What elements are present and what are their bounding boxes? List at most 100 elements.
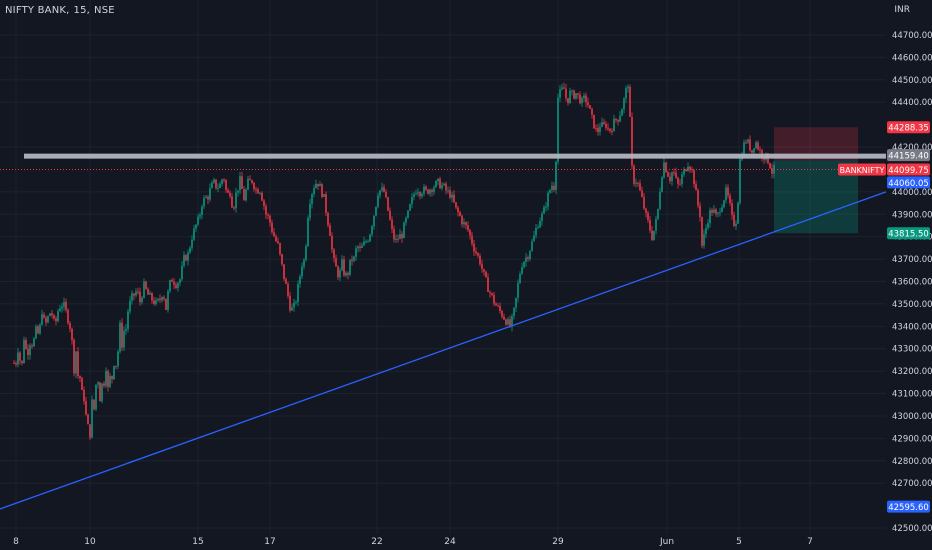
- candle: [345, 271, 347, 278]
- candle-body: [205, 196, 207, 198]
- candle-body: [721, 207, 723, 212]
- currency-label[interactable]: INR: [894, 5, 910, 15]
- candle: [257, 187, 259, 194]
- candle: [551, 181, 553, 193]
- candle-body: [749, 139, 751, 151]
- candle: [17, 348, 19, 368]
- candle-body: [145, 281, 147, 289]
- candle-body: [317, 183, 319, 187]
- candle-body: [355, 248, 357, 257]
- candle: [267, 212, 269, 220]
- candle-body: [557, 97, 559, 162]
- candle-body: [129, 300, 131, 312]
- candle-body: [335, 258, 337, 267]
- candle: [93, 399, 95, 411]
- candle: [569, 87, 571, 104]
- candle: [127, 308, 129, 333]
- candle: [379, 189, 381, 199]
- price-label-text: 43815.50: [888, 230, 929, 240]
- price-tick-label: 42700.00: [892, 479, 932, 489]
- candle: [563, 82, 565, 89]
- candle: [249, 175, 251, 181]
- candle: [155, 297, 157, 307]
- candle: [639, 179, 641, 191]
- candle: [647, 210, 649, 223]
- price-label-last: 44099.75: [887, 163, 930, 176]
- chart-grid: [0, 0, 886, 534]
- candle: [707, 219, 709, 230]
- candle-body: [489, 291, 491, 293]
- candle-body: [303, 259, 305, 267]
- candle-body: [121, 322, 123, 348]
- candle-body: [559, 89, 561, 98]
- price-label-resistance: 44159.40: [887, 149, 930, 162]
- candle-body: [685, 169, 687, 172]
- candle: [351, 255, 353, 266]
- candle: [531, 238, 533, 252]
- price-label-bg: [887, 163, 930, 176]
- candle: [327, 211, 329, 228]
- candle: [645, 207, 647, 218]
- candle-body: [589, 105, 591, 109]
- candle-body: [69, 323, 71, 329]
- candle-body: [587, 102, 589, 106]
- candle: [389, 207, 391, 221]
- candle: [117, 349, 119, 369]
- candle-body: [541, 213, 543, 221]
- candle-body: [687, 166, 689, 172]
- candle-body: [165, 298, 167, 310]
- candle: [373, 215, 375, 230]
- candle-body: [125, 328, 127, 331]
- candle-body: [417, 192, 419, 194]
- candle-body: [409, 204, 411, 211]
- candle-body: [445, 183, 447, 191]
- candle-body: [57, 311, 59, 322]
- candle: [285, 277, 287, 285]
- candle-body: [501, 310, 503, 317]
- candle-body: [51, 313, 53, 316]
- candle: [653, 230, 655, 241]
- candle-body: [769, 163, 771, 169]
- candle-body: [581, 97, 583, 104]
- candle-body: [519, 273, 521, 283]
- candle: [187, 249, 189, 266]
- candle-body: [633, 165, 635, 184]
- candle-body: [389, 210, 391, 220]
- candle: [433, 185, 435, 196]
- candle: [311, 192, 313, 209]
- candle-body: [53, 315, 55, 319]
- candle-body: [147, 288, 149, 295]
- candle-body: [93, 399, 95, 410]
- candle-body: [107, 371, 109, 387]
- candle: [79, 375, 81, 383]
- candle: [449, 186, 451, 200]
- candle-body: [123, 330, 125, 348]
- candle: [265, 203, 267, 220]
- candle: [491, 292, 493, 297]
- candle-body: [283, 264, 285, 279]
- candle: [139, 287, 141, 306]
- candle: [533, 230, 535, 242]
- candle: [743, 139, 745, 157]
- candle-body: [629, 86, 631, 117]
- candle: [129, 296, 131, 315]
- candle: [439, 176, 441, 189]
- candle: [97, 381, 99, 389]
- candle: [573, 89, 575, 100]
- candle: [321, 183, 323, 199]
- candle: [271, 219, 273, 235]
- candle: [749, 135, 751, 153]
- candle-body: [101, 383, 103, 402]
- candle-body: [31, 345, 33, 347]
- candle: [221, 178, 223, 187]
- candle-body: [315, 183, 317, 189]
- candle: [763, 157, 765, 165]
- candle-body: [617, 119, 619, 122]
- candle-body: [139, 291, 141, 303]
- candle: [571, 89, 573, 96]
- candle-body: [357, 246, 359, 249]
- candle: [315, 179, 317, 189]
- candle-body: [727, 187, 729, 196]
- chart-symbol-header[interactable]: NIFTY BANK 15NSE: [5, 5, 119, 16]
